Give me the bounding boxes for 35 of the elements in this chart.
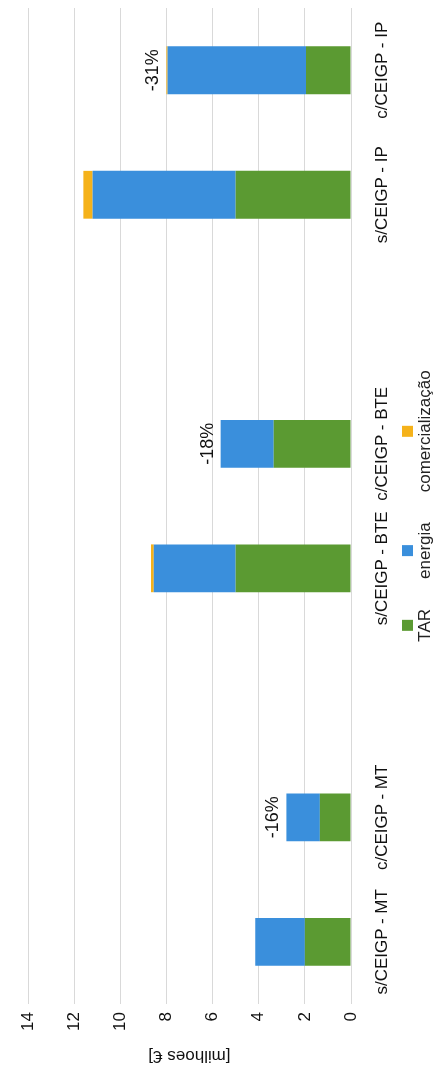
x-tick-label: 12 [63,1012,83,1032]
bar [255,917,305,966]
y-tick-label: s/CEIGP - IP [371,146,391,244]
x-tick-label: 8 [156,1012,176,1022]
bar [235,170,351,219]
annotation: -18% [196,422,217,465]
annotation: -16% [262,796,283,839]
y-tick-label: c/CEIGP - MT [371,764,391,871]
legend-label: comercialização [414,370,434,493]
bar [167,46,307,95]
annotation: -31% [142,49,163,92]
bar [153,544,236,593]
x-tick-label: 10 [109,1012,129,1032]
x-tick-label: 0 [340,1012,360,1022]
legend-label: energia [414,521,434,579]
legend-label: TAR [414,608,434,642]
bar [235,544,351,593]
bar [306,46,351,95]
y-tick-label: s/CEIGP - BTE [371,511,391,626]
x-axis-title: [milhoes €] [148,1047,231,1067]
bar [92,170,236,219]
bar [150,544,154,593]
bar [83,170,93,219]
y-tick-label: c/CEIGP - BTE [371,386,391,501]
bar [304,917,351,966]
bar [319,793,351,842]
x-tick-label: 4 [248,1012,268,1022]
bar [273,419,351,468]
x-tick-label: 14 [17,1012,37,1032]
x-tick-label: 6 [202,1012,222,1022]
y-tick-label: c/CEIGP - IP [371,21,391,119]
bar [286,793,320,842]
bar [220,419,274,468]
y-tick-label: s/CEIGP - MT [371,889,391,995]
x-tick-label: 2 [294,1012,314,1022]
